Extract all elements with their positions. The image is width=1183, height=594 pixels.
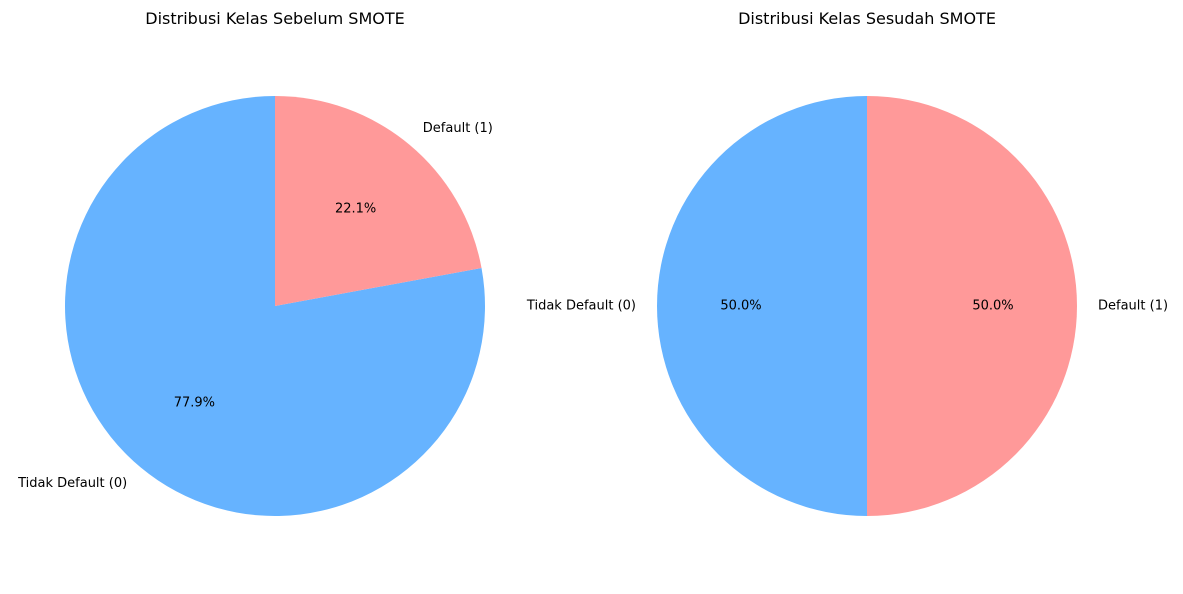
slice-label: Default (1)	[423, 121, 493, 136]
slice-percentage-label: 22.1%	[335, 202, 376, 217]
slice-percentage-label: 50.0%	[720, 299, 761, 314]
pie-slice	[275, 96, 482, 306]
slice-label: Default (1)	[1098, 299, 1168, 314]
pie-chart-before-smote: Tidak Default (0) 77.9% Default (1) 22.1% Di…	[17, 9, 493, 517]
slice-label: Tidak Default (0)	[526, 299, 636, 314]
pie-chart-after-smote: Tidak Default (0) 50.0% Default (1) 50.0% Di…	[526, 9, 1168, 516]
pie-slice	[867, 96, 1077, 516]
chart-title: Distribusi Kelas Sesudah SMOTE	[738, 9, 996, 28]
pie-slice	[65, 96, 485, 517]
slice-percentage-label: 50.0%	[972, 299, 1013, 314]
slice-label: Tidak Default (0)	[17, 476, 127, 491]
slice-percentage-label: 77.9%	[174, 395, 215, 410]
chart-title: Distribusi Kelas Sebelum SMOTE	[145, 9, 404, 28]
pie-slice	[657, 96, 867, 516]
